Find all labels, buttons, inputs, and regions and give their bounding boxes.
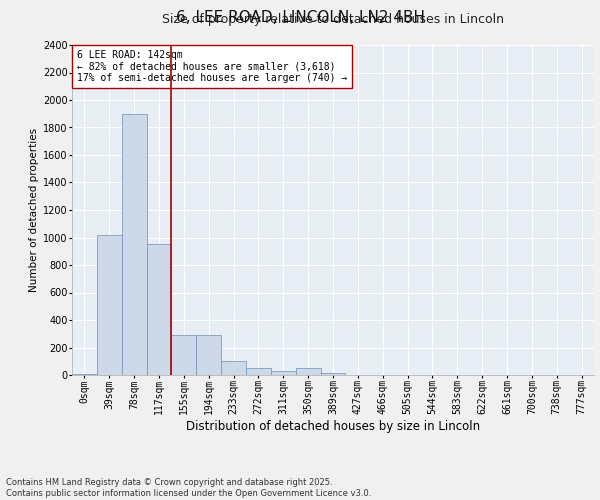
Bar [221, 361, 246, 375]
Y-axis label: Number of detached properties: Number of detached properties [29, 128, 39, 292]
Bar [271, 371, 296, 375]
Bar [296, 368, 320, 375]
Bar [72, 374, 97, 375]
Text: Contains HM Land Registry data © Crown copyright and database right 2025.
Contai: Contains HM Land Registry data © Crown c… [6, 478, 371, 498]
Bar [97, 235, 122, 375]
Bar [172, 335, 196, 375]
X-axis label: Distribution of detached houses by size in Lincoln: Distribution of detached houses by size … [186, 420, 480, 433]
Text: 6 LEE ROAD: 142sqm
← 82% of detached houses are smaller (3,618)
17% of semi-deta: 6 LEE ROAD: 142sqm ← 82% of detached hou… [77, 50, 347, 83]
Text: 6, LEE ROAD, LINCOLN, LN2 4BH: 6, LEE ROAD, LINCOLN, LN2 4BH [176, 10, 425, 25]
Bar [196, 335, 221, 375]
Title: Size of property relative to detached houses in Lincoln: Size of property relative to detached ho… [162, 13, 504, 26]
Bar [146, 244, 172, 375]
Bar [320, 373, 346, 375]
Bar [246, 368, 271, 375]
Bar [122, 114, 146, 375]
